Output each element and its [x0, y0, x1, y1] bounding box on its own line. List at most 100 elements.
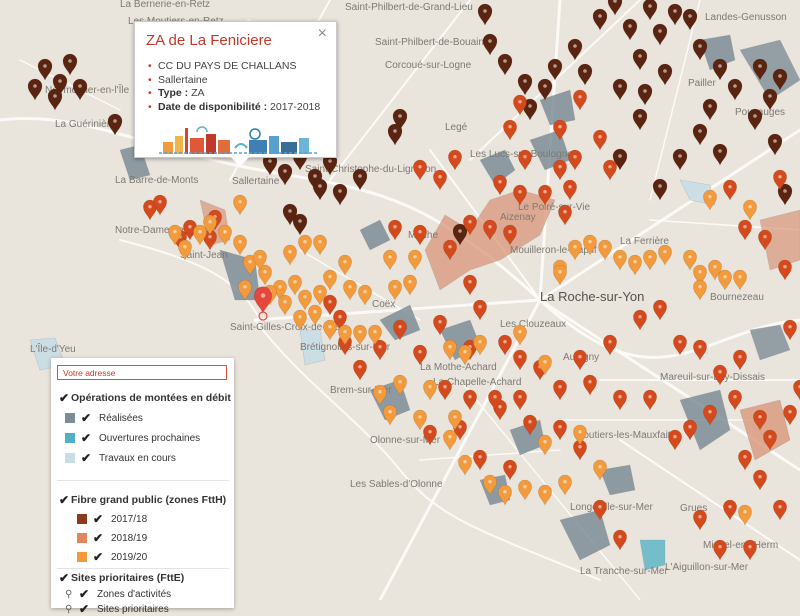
map-marker[interactable] [538, 184, 552, 206]
map-marker[interactable] [593, 499, 607, 521]
map-marker[interactable] [653, 299, 667, 321]
map-marker[interactable] [353, 324, 367, 346]
map-marker[interactable] [703, 189, 717, 211]
legend-item-2018-19[interactable]: ✔ 2018/19 [77, 532, 147, 544]
map-marker[interactable] [753, 469, 767, 491]
map-marker[interactable] [52, 73, 68, 96]
map-marker[interactable] [758, 229, 772, 251]
map-marker[interactable] [567, 38, 583, 61]
map-marker[interactable] [752, 58, 768, 81]
map-marker[interactable] [423, 424, 437, 446]
map-marker[interactable] [473, 334, 487, 356]
map-marker[interactable] [408, 249, 422, 271]
map-marker[interactable] [713, 539, 727, 561]
section-montees-debit[interactable]: ✔ Opérations de montées en débit [59, 391, 231, 405]
map-marker[interactable] [423, 379, 437, 401]
map-marker[interactable] [652, 178, 668, 201]
map-marker[interactable] [522, 98, 538, 121]
map-marker[interactable] [773, 169, 787, 191]
map-marker[interactable] [783, 319, 797, 341]
map-marker[interactable] [353, 359, 367, 381]
map-marker[interactable] [312, 178, 328, 201]
map-marker[interactable] [702, 98, 718, 121]
map-marker[interactable] [743, 199, 757, 221]
map-marker[interactable] [553, 119, 567, 141]
legend-item-2019-20[interactable]: ✔ 2019/20 [77, 551, 147, 563]
map-marker[interactable] [477, 3, 493, 26]
legend-item-realisees[interactable]: ✔ Réalisées [65, 412, 143, 424]
map-marker[interactable] [153, 194, 167, 216]
map-marker[interactable] [538, 434, 552, 456]
map-marker[interactable] [673, 334, 687, 356]
map-marker[interactable] [558, 474, 572, 496]
map-marker[interactable] [738, 449, 752, 471]
map-marker[interactable] [433, 314, 447, 336]
map-marker[interactable] [493, 174, 507, 196]
map-marker[interactable] [577, 63, 593, 86]
map-marker[interactable] [772, 68, 788, 91]
map-marker[interactable] [743, 539, 757, 561]
selected-marker[interactable] [253, 286, 273, 315]
map-marker[interactable] [448, 409, 462, 431]
map-marker[interactable] [503, 224, 517, 246]
checkbox-icon[interactable]: ✔ [59, 493, 70, 507]
map-marker[interactable] [603, 159, 617, 181]
map-marker[interactable] [233, 234, 247, 256]
checkbox-icon[interactable]: ✔ [81, 451, 92, 465]
map-marker[interactable] [672, 148, 688, 171]
map-marker[interactable] [693, 279, 707, 301]
map-marker[interactable] [537, 78, 553, 101]
map-marker[interactable] [392, 108, 408, 131]
map-marker[interactable] [413, 409, 427, 431]
map-marker[interactable] [393, 374, 407, 396]
map-marker[interactable] [37, 58, 53, 81]
map-marker[interactable] [538, 484, 552, 506]
map-marker[interactable] [553, 419, 567, 441]
map-marker[interactable] [553, 159, 567, 181]
map-marker[interactable] [433, 169, 447, 191]
map-marker[interactable] [183, 219, 197, 241]
map-marker[interactable] [313, 234, 327, 256]
map-marker[interactable] [723, 179, 737, 201]
map-marker[interactable] [643, 249, 657, 271]
map-marker[interactable] [712, 143, 728, 166]
map-marker[interactable] [387, 123, 403, 146]
map-marker[interactable] [668, 429, 682, 451]
map-marker[interactable] [218, 224, 232, 246]
map-marker[interactable] [773, 499, 787, 521]
map-marker[interactable] [513, 389, 527, 411]
map-marker[interactable] [658, 244, 672, 266]
section-sites-prioritaires[interactable]: ✔ Sites prioritaires (FttE) [59, 571, 185, 585]
map-marker[interactable] [443, 429, 457, 451]
map-marker[interactable] [278, 294, 292, 316]
checkbox-icon[interactable]: ✔ [59, 391, 70, 405]
map-marker[interactable] [553, 379, 567, 401]
map-marker[interactable] [373, 339, 387, 361]
map-marker[interactable] [708, 259, 722, 281]
map-marker[interactable] [323, 319, 337, 341]
map-marker[interactable] [723, 499, 737, 521]
map-marker[interactable] [258, 264, 272, 286]
map-marker[interactable] [368, 324, 382, 346]
map-marker[interactable] [413, 159, 427, 181]
map-marker[interactable] [277, 163, 293, 186]
map-marker[interactable] [738, 219, 752, 241]
map-marker[interactable] [632, 108, 648, 131]
map-marker[interactable] [403, 274, 417, 296]
map-marker[interactable] [383, 404, 397, 426]
map-marker[interactable] [713, 364, 727, 386]
map-marker[interactable] [292, 213, 308, 236]
map-marker[interactable] [488, 389, 502, 411]
map-marker[interactable] [323, 294, 337, 316]
map-marker[interactable] [593, 129, 607, 151]
map-marker[interactable] [443, 239, 457, 261]
map-marker[interactable] [308, 304, 322, 326]
map-marker[interactable] [498, 484, 512, 506]
legend-item-travaux[interactable]: ✔ Travaux en cours [65, 452, 176, 464]
map-marker[interactable] [238, 279, 252, 301]
map-marker[interactable] [613, 529, 627, 551]
checkbox-icon[interactable]: ✔ [81, 411, 92, 425]
map-marker[interactable] [683, 419, 697, 441]
map-marker[interactable] [193, 224, 207, 246]
map-marker[interactable] [143, 199, 157, 221]
